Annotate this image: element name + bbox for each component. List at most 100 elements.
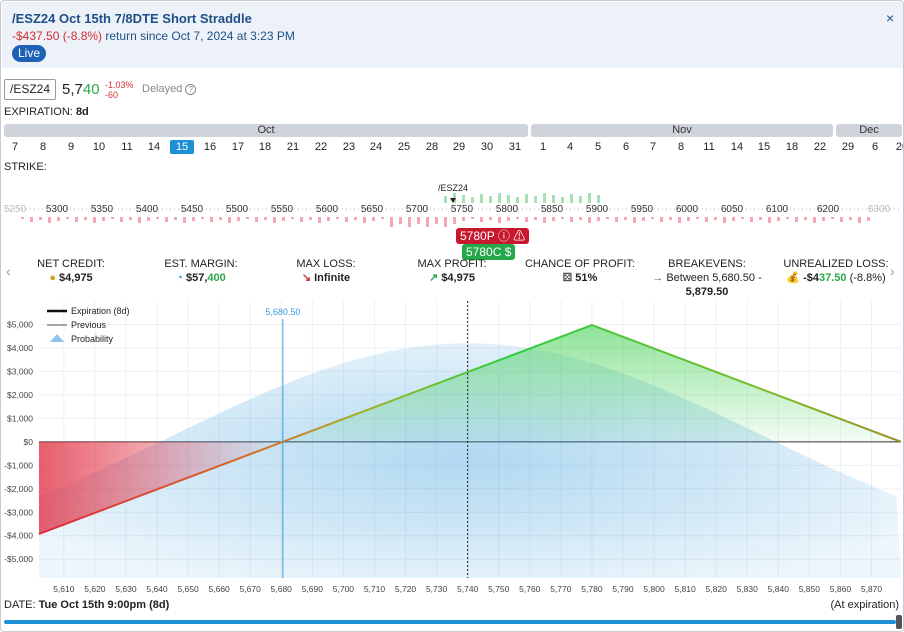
date-readout: DATE: Tue Oct 15th 9:00pm (8d): [4, 599, 169, 611]
expiration-date-32[interactable]: 20: [895, 141, 903, 153]
strike-tick[interactable]: 5550: [271, 204, 294, 215]
x-tick-label: 5,710: [364, 584, 386, 594]
expiration-date-30[interactable]: 29: [841, 141, 855, 153]
expiration-date-29[interactable]: 22: [813, 141, 827, 153]
put-oi-bar: [417, 217, 420, 224]
strike-tick[interactable]: 5700: [406, 204, 429, 215]
strike-tick[interactable]: 5600: [316, 204, 339, 215]
strike-tick[interactable]: 5250: [4, 204, 27, 215]
strike-tick[interactable]: 5950: [631, 204, 654, 215]
strike-tick[interactable]: 5300: [46, 204, 69, 215]
chevron-right-icon[interactable]: ›: [890, 263, 895, 279]
put-leg-chip[interactable]: 5780P ⓘ ⚠: [456, 228, 530, 244]
put-oi-bar: [597, 217, 600, 221]
put-oi-bar: [66, 217, 69, 219]
expiration-date-28[interactable]: 18: [785, 141, 799, 153]
expiration-date-18[interactable]: 31: [508, 141, 522, 153]
expiration-date-11[interactable]: 22: [314, 141, 328, 153]
strike-tick[interactable]: 5750: [451, 204, 474, 215]
strike-tick[interactable]: 5850: [541, 204, 564, 215]
expiration-date-6[interactable]: 15: [170, 140, 194, 154]
put-oi-bar: [102, 217, 105, 221]
put-oi-bar: [408, 217, 411, 227]
stat-breakevens: BREAKEVENS: → Between 5,680.50 - 5,879.5…: [645, 258, 769, 299]
call-oi-bar: [570, 194, 573, 203]
expiration-date-22[interactable]: 6: [622, 141, 630, 153]
x-tick-label: 5,640: [146, 584, 168, 594]
put-oi-bar: [156, 217, 159, 219]
put-oi-bar: [291, 217, 294, 219]
strike-tick[interactable]: 5450: [181, 204, 204, 215]
put-oi-bar: [651, 217, 654, 219]
expiration-date-10[interactable]: 21: [286, 141, 300, 153]
strike-tick[interactable]: 5650: [361, 204, 384, 215]
expiration-date-27[interactable]: 15: [757, 141, 771, 153]
expiration-date-23[interactable]: 7: [649, 141, 657, 153]
return-value: -$437.50 (-8.8%): [12, 29, 103, 43]
expiration-date-7[interactable]: 16: [203, 141, 217, 153]
put-oi-bar: [525, 217, 528, 222]
expiration-date-12[interactable]: 23: [342, 141, 356, 153]
expiration-date-1[interactable]: 8: [39, 141, 47, 153]
live-badge[interactable]: Live: [12, 45, 47, 62]
expiration-line[interactable]: [38, 323, 902, 535]
help-icon[interactable]: ?: [185, 84, 197, 95]
symbol-input[interactable]: /ESZ24: [4, 79, 56, 100]
put-oi-bar: [138, 217, 141, 223]
strike-tick[interactable]: 5350: [91, 204, 114, 215]
expiration-date-16[interactable]: 29: [452, 141, 466, 153]
y-tick-label: -$2,000: [4, 484, 33, 494]
strike-tick[interactable]: 6200: [817, 204, 840, 215]
expiration-date-3[interactable]: 10: [92, 141, 106, 153]
call-leg-chip[interactable]: 5780C $: [462, 244, 516, 260]
expiration-date-9[interactable]: 18: [258, 141, 272, 153]
expiration-date-21[interactable]: 5: [594, 141, 602, 153]
strike-tick[interactable]: 6100: [766, 204, 789, 215]
expiration-date-31[interactable]: 6: [871, 141, 879, 153]
strike-tick[interactable]: 5800: [496, 204, 519, 215]
expiration-date-2[interactable]: 9: [67, 141, 75, 153]
strike-tick[interactable]: 6050: [721, 204, 744, 215]
strike-tick[interactable]: 5900: [586, 204, 609, 215]
expiration-date-26[interactable]: 14: [730, 141, 744, 153]
expiration-date-19[interactable]: 1: [539, 141, 547, 153]
strike-tick[interactable]: 5500: [226, 204, 249, 215]
expiration-date-20[interactable]: 4: [566, 141, 574, 153]
chart-legend: Expiration (8d) Previous Probability: [47, 306, 130, 344]
call-oi-bar: [543, 193, 546, 203]
expiration-date-15[interactable]: 28: [425, 141, 439, 153]
date-slider-track[interactable]: [4, 620, 896, 624]
warning-icon: ⚠: [513, 229, 526, 243]
expiration-date-14[interactable]: 25: [397, 141, 411, 153]
expiration-date-25[interactable]: 11: [703, 141, 715, 153]
put-oi-bar: [192, 217, 195, 221]
strike-tick[interactable]: 5400: [136, 204, 159, 215]
expiration-date-24[interactable]: 8: [677, 141, 685, 153]
strike-ladder[interactable]: 5250 5300 5350 5400 5450 5500 5550 5600 5650 5700…: [1, 179, 904, 231]
expiration-label: EXPIRATION: 8d: [4, 106, 89, 118]
pnl-chart[interactable]: 5,610 5,620 5,630 5,640 5,650 5,660 5,670 5,680…: [1, 301, 904, 597]
delayed-label: Delayed: [142, 83, 183, 95]
put-oi-bar: [516, 217, 519, 219]
expiration-date-4[interactable]: 11: [121, 141, 133, 153]
put-oi-bar: [714, 217, 717, 220]
put-oi-bar: [363, 217, 366, 223]
put-oi-bar: [552, 217, 555, 221]
expiration-date-13[interactable]: 24: [369, 141, 383, 153]
close-icon[interactable]: ×: [886, 10, 895, 26]
strike-tick[interactable]: 6300: [868, 204, 891, 215]
expiration-date-8[interactable]: 17: [231, 141, 245, 153]
strike-tick[interactable]: 6000: [676, 204, 699, 215]
put-oi-bar: [228, 217, 231, 223]
stat-value-row: ↘ Infinite: [281, 272, 371, 285]
chevron-left-icon[interactable]: ‹: [6, 263, 11, 279]
expiration-date-0[interactable]: 7: [11, 141, 19, 153]
month-oct: Oct: [4, 124, 528, 137]
x-tick-label: 5,850: [799, 584, 821, 594]
expiration-date-5[interactable]: 14: [147, 141, 161, 153]
expiration-date-17[interactable]: 30: [480, 141, 494, 153]
stat-chance-of-profit: CHANCE OF PROFIT: ⚄ 51%: [521, 258, 639, 285]
date-slider-handle[interactable]: [896, 615, 902, 629]
put-oi-bar: [543, 217, 546, 223]
call-oi-bar: [507, 195, 510, 203]
